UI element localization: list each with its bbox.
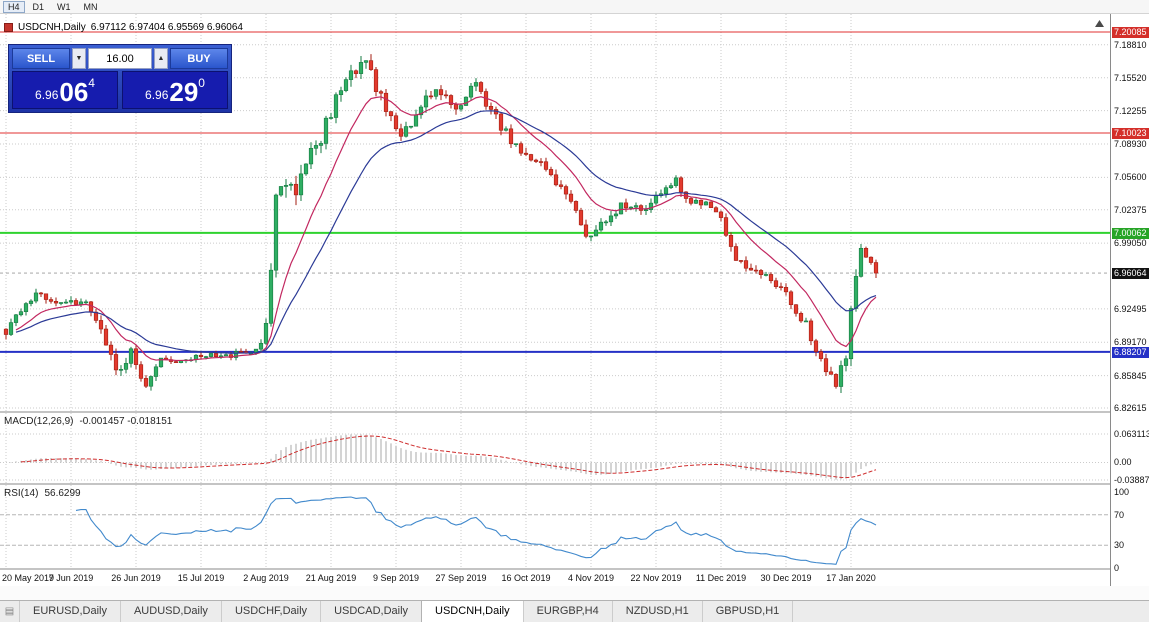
chart-tab-usdchf[interactable]: USDCHF,Daily bbox=[222, 601, 322, 622]
date-axis-label: 16 Oct 2019 bbox=[501, 573, 551, 583]
chart-tab-bar: ▤ EURUSD,Daily AUDUSD,Daily USDCHF,Daily US… bbox=[0, 600, 1149, 622]
price-axis-label: 7.05600 bbox=[1114, 172, 1147, 183]
panel-separators bbox=[0, 411, 1110, 570]
price-axis-label: 6.88207 bbox=[1112, 346, 1149, 358]
date-axis-label: 27 Sep 2019 bbox=[435, 573, 487, 583]
chart-tab-usdcad[interactable]: USDCAD,Daily bbox=[321, 601, 423, 622]
price-axis-label: 7.20085 bbox=[1112, 27, 1149, 38]
date-axis[interactable]: 20 May 2019 7 Jun 2019 26 Jun 2019 15 Jul 2… bbox=[0, 570, 1110, 586]
horizontal-level-lines bbox=[0, 31, 1110, 353]
sell-price-prefix: 6.96 bbox=[35, 88, 59, 102]
date-axis-label: 7 Jun 2019 bbox=[48, 573, 94, 583]
rsi-axis-label: 70 bbox=[1114, 509, 1125, 520]
rsi-axis-label: 100 bbox=[1114, 487, 1130, 497]
date-axis-label: 20 May 2019 bbox=[2, 573, 55, 583]
price-axis-label: 7.00062 bbox=[1112, 227, 1149, 239]
lot-increase-button[interactable]: ▲ bbox=[154, 48, 168, 69]
sell-price-display[interactable]: 6.96 06 4 bbox=[12, 71, 118, 109]
price-axis-label: 7.18810 bbox=[1114, 39, 1147, 50]
chart-shift-marker bbox=[1095, 20, 1104, 27]
candlesticks bbox=[3, 54, 879, 394]
trade-prices-row: 6.96 06 4 6.96 29 0 bbox=[12, 71, 228, 109]
price-axis-label: 7.12255 bbox=[1114, 105, 1147, 116]
date-axis-label: 30 Dec 2019 bbox=[760, 573, 812, 583]
price-axis[interactable]: 7.20085 7.18810 7.15520 7.12255 7.10023 7.089… bbox=[1110, 14, 1149, 586]
ma-slow-line bbox=[15, 110, 877, 354]
sell-price-point: 4 bbox=[88, 76, 95, 90]
price-axis-label: 6.89170 bbox=[1114, 337, 1147, 348]
buy-price-pips: 29 bbox=[169, 77, 199, 107]
price-axis-label: 6.96064 bbox=[1112, 268, 1149, 280]
price-gridlines bbox=[0, 44, 1110, 409]
macd-gridlines bbox=[0, 433, 1110, 481]
chart-list-icon[interactable]: ▤ bbox=[0, 601, 20, 622]
one-click-trade-panel: SELL ▼ 16.00 ▲ BUY 6.96 06 4 6.96 29 0 bbox=[8, 44, 232, 113]
chevron-down-icon: ▼ bbox=[75, 55, 83, 62]
chart-title: USDCNH,Daily 6.97112 6.97404 6.95569 6.9… bbox=[4, 22, 243, 33]
buy-price-display[interactable]: 6.96 29 0 bbox=[122, 71, 228, 109]
buy-price-point: 0 bbox=[198, 76, 205, 90]
date-axis-label: 4 Nov 2019 bbox=[567, 573, 615, 583]
sell-button[interactable]: SELL bbox=[12, 48, 70, 69]
bottom-strip bbox=[0, 586, 1149, 600]
buy-button[interactable]: BUY bbox=[170, 48, 228, 69]
price-axis-label: 7.10023 bbox=[1112, 127, 1149, 139]
rsi-axis-label: 30 bbox=[1114, 540, 1125, 551]
lot-size-input[interactable]: 16.00 bbox=[88, 48, 152, 69]
chart-symbol-period: USDCNH,Daily bbox=[18, 22, 86, 33]
macd-histogram bbox=[10, 434, 877, 480]
chart-ohlc-values: 6.97112 6.97404 6.95569 6.96064 bbox=[90, 22, 243, 33]
chart-canvas[interactable] bbox=[0, 14, 1110, 570]
chart-svg[interactable] bbox=[0, 14, 1110, 570]
lot-decrease-button[interactable]: ▼ bbox=[72, 48, 86, 69]
price-axis-label: 6.99050 bbox=[1114, 238, 1147, 249]
sell-price-pips: 06 bbox=[59, 77, 89, 107]
rsi-axis-label: 0 bbox=[1114, 563, 1120, 573]
rsi-name: RSI(14) bbox=[4, 488, 39, 499]
timeframe-button-mn[interactable]: MN bbox=[83, 1, 98, 12]
date-axis-label: 17 Jan 2020 bbox=[826, 573, 876, 583]
macd-axis-label: 0.00 bbox=[1114, 457, 1132, 468]
timeframe-button-h4[interactable]: H4 bbox=[3, 0, 25, 13]
rsi-indicator-label: RSI(14) 56.6299 bbox=[4, 488, 81, 499]
chart-tab-audusd[interactable]: AUDUSD,Daily bbox=[121, 601, 222, 622]
one-click-trading-icon[interactable] bbox=[4, 23, 13, 32]
buy-price-prefix: 6.96 bbox=[145, 88, 169, 102]
date-axis-label: 9 Sep 2019 bbox=[372, 573, 420, 583]
macd-signal-line bbox=[20, 435, 877, 479]
date-axis-label: 11 Dec 2019 bbox=[695, 573, 747, 583]
timeframe-button-w1[interactable]: W1 bbox=[57, 1, 71, 12]
price-axis-label: 6.82615 bbox=[1114, 403, 1147, 413]
macd-axis-label: 0.063113 bbox=[1114, 429, 1149, 439]
price-axis-label: 7.15520 bbox=[1114, 72, 1147, 83]
chart-tab-gbpusd[interactable]: GBPUSD,H1 bbox=[703, 601, 794, 622]
chart-area: USDCNH,Daily 6.97112 6.97404 6.95569 6.9… bbox=[0, 14, 1149, 586]
macd-values: -0.001457 -0.018151 bbox=[79, 416, 173, 427]
price-axis-label: 7.02375 bbox=[1114, 204, 1147, 215]
macd-indicator-label: MACD(12,26,9) -0.001457 -0.018151 bbox=[4, 416, 172, 427]
date-axis-label: 22 Nov 2019 bbox=[630, 573, 682, 583]
chart-tab-eurusd[interactable]: EURUSD,Daily bbox=[20, 601, 121, 622]
rsi-value: 56.6299 bbox=[44, 488, 81, 499]
timeframe-toolbar: H4 D1 W1 MN bbox=[0, 0, 1149, 14]
chart-tab-nzdusd[interactable]: NZDUSD,H1 bbox=[613, 601, 703, 622]
rsi-line bbox=[75, 496, 877, 565]
macd-axis-label: -0.038877 bbox=[1114, 475, 1149, 485]
date-axis-label: 2 Aug 2019 bbox=[243, 573, 289, 583]
price-axis-label: 6.92495 bbox=[1114, 303, 1147, 314]
chevron-up-icon: ▲ bbox=[157, 55, 165, 62]
timeframe-button-d1[interactable]: D1 bbox=[32, 1, 45, 12]
date-axis-label: 15 Jul 2019 bbox=[177, 573, 225, 583]
chart-tab-usdcnh[interactable]: USDCNH,Daily bbox=[421, 601, 524, 622]
ma-fast-line bbox=[15, 96, 877, 362]
trade-controls-row: SELL ▼ 16.00 ▲ BUY bbox=[12, 48, 228, 69]
rsi-gridlines bbox=[0, 514, 1110, 546]
price-axis-label: 6.85845 bbox=[1114, 370, 1147, 381]
chart-tab-eurgbp[interactable]: EURGBP,H4 bbox=[524, 601, 613, 622]
date-axis-label: 26 Jun 2019 bbox=[111, 573, 161, 583]
date-axis-label: 21 Aug 2019 bbox=[305, 573, 357, 583]
price-axis-label: 7.08930 bbox=[1114, 138, 1147, 149]
macd-name: MACD(12,26,9) bbox=[4, 416, 74, 427]
